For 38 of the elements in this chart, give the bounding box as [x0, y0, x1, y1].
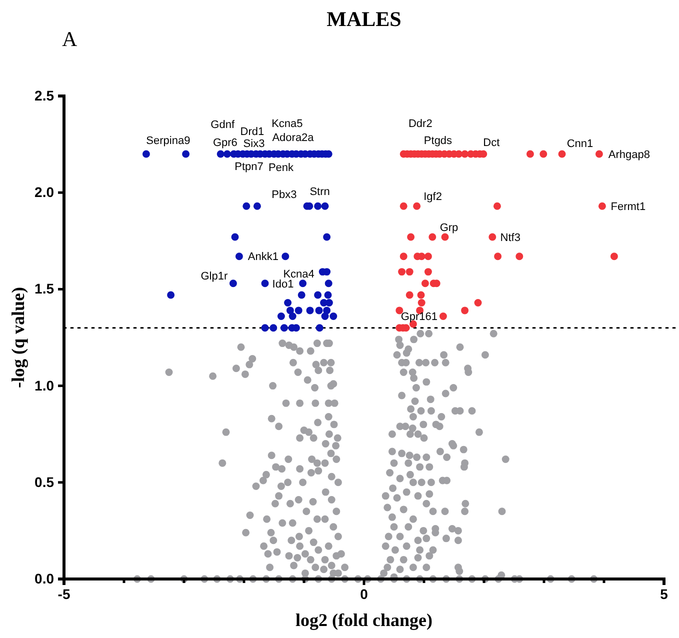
- y-tick-label: 2.5: [34, 87, 54, 104]
- y-tick-label: 2.0: [34, 184, 54, 200]
- y-tick-label: 1.0: [34, 377, 54, 394]
- annotation: Glp1r: [200, 270, 228, 282]
- annotation: Arhgap8: [608, 148, 650, 161]
- annotation: Kcna4: [283, 268, 314, 280]
- y-axis-title: -log (q value): [8, 287, 28, 388]
- annotation: Gdnf: [210, 118, 236, 131]
- x-tick-label: 5: [660, 586, 668, 602]
- annotation: Ddr2: [408, 118, 432, 130]
- annotation: Fermt1: [610, 200, 646, 213]
- annotation: Dct: [483, 136, 500, 149]
- y-tick-label: 1.5: [34, 280, 54, 297]
- x-tick-label: 0: [360, 586, 368, 602]
- annotation: Pbx3: [272, 188, 297, 201]
- x-tick-label: -5: [58, 586, 70, 602]
- annotation: Ntf3: [500, 232, 520, 244]
- y-tick-label: 0.0: [34, 570, 54, 586]
- annotation: Drd1: [240, 126, 264, 138]
- annotation: Adora2a: [272, 132, 315, 144]
- annotation: Ptgds: [424, 134, 453, 147]
- annotation: Gpr6: [212, 136, 238, 149]
- annotation: Grp: [440, 222, 458, 234]
- x-axis-title: log2 (fold change): [296, 610, 432, 630]
- annotation: Serpina9: [146, 134, 190, 147]
- annotation: Strn: [310, 186, 330, 198]
- annotation: Cnn1: [566, 138, 594, 150]
- annotation: Six3: [243, 138, 265, 150]
- text: A: [62, 27, 78, 51]
- annotation: Ankk1: [248, 251, 278, 264]
- annotation: Ptpn7: [234, 160, 264, 173]
- annotation: Penk: [268, 162, 294, 174]
- chart-title: MALES: [326, 7, 402, 31]
- annotation: Kcna5: [272, 118, 303, 130]
- annotation: Ido1: [272, 278, 294, 290]
- annotation: Gpr161: [400, 311, 438, 324]
- annotation: Igf2: [424, 190, 442, 203]
- y-tick-label: 0.5: [34, 474, 54, 490]
